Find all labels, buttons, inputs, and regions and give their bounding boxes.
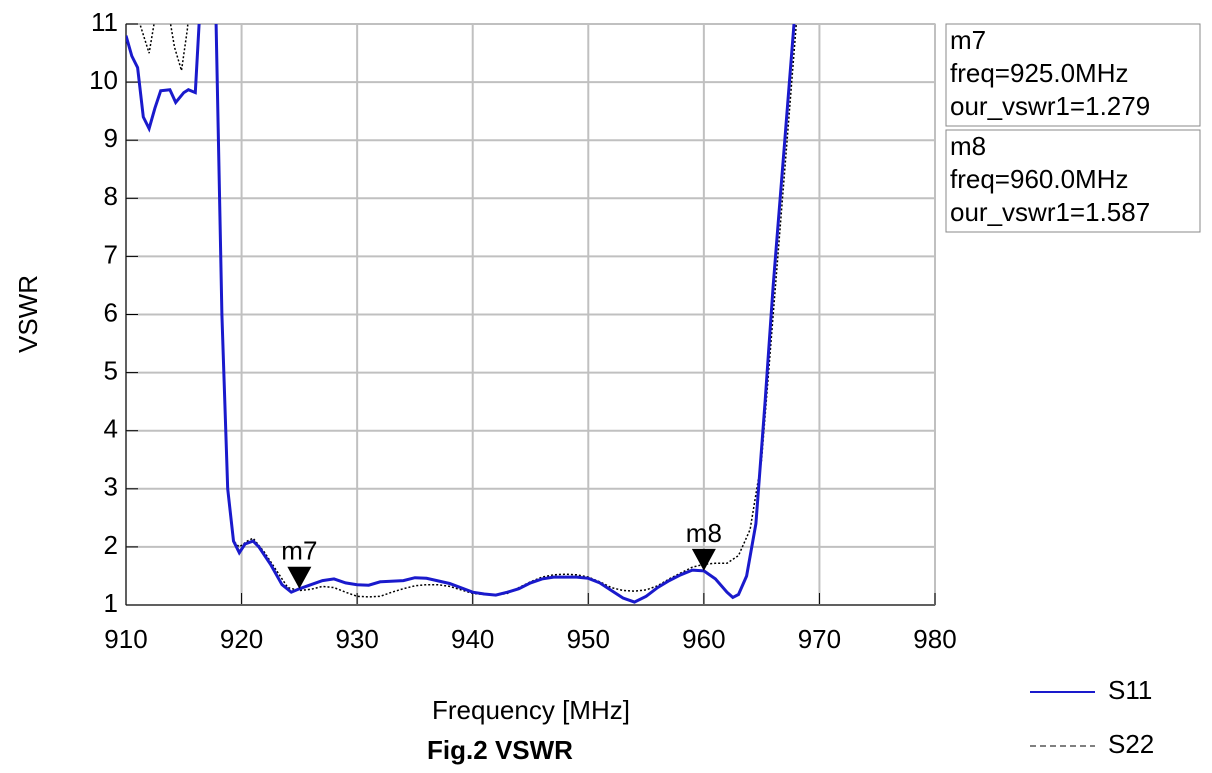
legend-label: S22 xyxy=(1108,729,1154,759)
marker xyxy=(287,566,312,589)
marker xyxy=(691,548,716,571)
marker-info: our_vswr1=1.587 xyxy=(950,197,1150,227)
x-tick-label: 960 xyxy=(682,624,725,654)
y-tick-label: 7 xyxy=(104,239,118,269)
marker-info: freq=925.0MHz xyxy=(950,58,1128,88)
x-tick-label: 940 xyxy=(451,624,494,654)
legend-label: S11 xyxy=(1108,675,1152,705)
x-tick-label: 980 xyxy=(913,624,956,654)
x-tick-label: 930 xyxy=(335,624,378,654)
marker-label: m8 xyxy=(686,518,722,548)
marker-label: m7 xyxy=(281,536,317,566)
y-tick-label: 1 xyxy=(104,588,118,618)
series-line xyxy=(126,24,796,604)
y-tick-label: 2 xyxy=(104,530,118,560)
y-tick-label: 10 xyxy=(89,65,118,95)
caption: Fig.2 VSWR xyxy=(427,735,573,765)
x-tick-label: 910 xyxy=(104,624,147,654)
marker-box xyxy=(945,23,1201,127)
marker-info: our_vswr1=1.279 xyxy=(950,91,1150,121)
y-axis-label: VSWR xyxy=(13,275,43,353)
y-tick-label: 4 xyxy=(104,414,118,444)
marker-info: m8 xyxy=(950,131,986,161)
y-tick-label: 5 xyxy=(104,355,118,385)
series-line xyxy=(139,24,798,598)
y-tick-label: 9 xyxy=(104,123,118,153)
marker-info: freq=960.0MHz xyxy=(950,164,1128,194)
y-tick-label: 3 xyxy=(104,472,118,502)
marker-box xyxy=(945,129,1201,233)
plot-area xyxy=(126,24,798,604)
x-tick-label: 950 xyxy=(567,624,610,654)
x-tick-label: 920 xyxy=(220,624,263,654)
x-tick-label: 970 xyxy=(798,624,841,654)
y-tick-label: 8 xyxy=(104,181,118,211)
marker-info: m7 xyxy=(950,25,986,55)
y-tick-label: 11 xyxy=(91,7,118,37)
x-axis-label: Frequency [MHz] xyxy=(432,695,630,725)
y-tick-label: 6 xyxy=(104,297,118,327)
